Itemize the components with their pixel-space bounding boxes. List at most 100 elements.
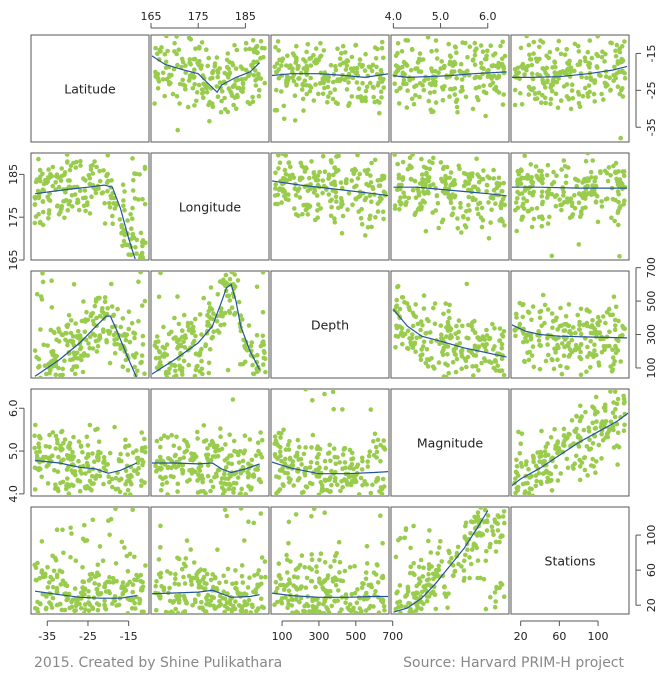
data-point <box>299 87 305 92</box>
data-point <box>565 435 570 441</box>
data-point <box>258 76 264 81</box>
data-point <box>103 313 108 319</box>
data-point <box>79 471 84 476</box>
data-point <box>484 548 489 554</box>
data-point <box>233 106 239 111</box>
data-point <box>340 407 345 412</box>
data-point <box>197 58 202 64</box>
data-point <box>619 44 625 49</box>
data-point <box>46 211 52 216</box>
data-point <box>80 579 85 584</box>
data-point <box>195 363 200 369</box>
data-point <box>430 182 436 187</box>
data-point <box>559 167 564 172</box>
data-point <box>239 77 245 82</box>
data-point <box>573 330 578 336</box>
data-point <box>585 49 591 55</box>
data-point <box>539 194 545 199</box>
data-point <box>139 353 145 358</box>
data-point <box>44 464 49 469</box>
data-point <box>604 309 610 315</box>
data-point <box>581 455 587 461</box>
data-point <box>136 279 141 285</box>
panel-frame <box>30 34 150 143</box>
data-point <box>47 600 52 605</box>
data-point <box>174 93 180 99</box>
data-point <box>82 188 88 193</box>
data-point <box>464 281 470 287</box>
data-point <box>537 315 543 321</box>
data-point <box>219 306 224 311</box>
data-point <box>529 473 534 479</box>
data-point <box>359 467 365 472</box>
data-point <box>98 591 104 596</box>
data-point <box>219 446 225 452</box>
data-point <box>92 303 98 309</box>
data-point <box>527 190 532 196</box>
data-point <box>304 83 309 88</box>
data-point <box>363 195 369 201</box>
data-point <box>291 574 297 579</box>
data-point <box>215 448 221 453</box>
data-point <box>32 445 37 451</box>
panel-frame <box>510 270 630 379</box>
data-point <box>56 488 61 494</box>
data-point <box>237 603 242 608</box>
data-point <box>365 167 371 173</box>
data-point <box>515 487 520 493</box>
data-point <box>518 45 524 51</box>
data-point <box>226 66 231 71</box>
data-point <box>181 358 187 364</box>
data-point <box>444 334 449 339</box>
data-point <box>336 205 341 211</box>
data-point <box>448 200 454 205</box>
data-point <box>392 307 398 313</box>
data-point <box>362 68 368 73</box>
data-point <box>239 573 245 579</box>
data-point <box>65 208 71 213</box>
smoother-line <box>34 315 138 377</box>
data-point <box>422 200 428 205</box>
data-point <box>317 557 322 563</box>
data-point <box>199 332 204 337</box>
data-point <box>54 585 60 591</box>
data-point <box>499 342 505 347</box>
data-point <box>372 45 378 50</box>
data-point <box>585 323 590 329</box>
data-point <box>179 467 185 473</box>
data-point <box>428 339 434 345</box>
smoother-line <box>152 283 261 375</box>
data-point <box>382 608 387 613</box>
data-point <box>94 315 99 321</box>
data-point <box>313 584 318 590</box>
data-point <box>340 43 346 49</box>
data-point <box>345 207 350 212</box>
data-point <box>258 479 264 485</box>
data-point <box>545 162 551 168</box>
data-point <box>397 186 403 192</box>
data-point <box>409 96 415 102</box>
data-point <box>130 450 136 455</box>
data-point <box>447 302 452 308</box>
data-point <box>364 181 369 187</box>
data-point <box>183 86 188 92</box>
data-point <box>497 368 503 374</box>
data-point <box>412 572 417 577</box>
data-point <box>530 344 536 349</box>
data-point <box>50 430 56 435</box>
data-point <box>476 179 482 185</box>
data-point <box>161 324 166 330</box>
data-point <box>172 581 178 586</box>
data-point <box>238 64 244 69</box>
data-point <box>353 43 358 48</box>
data-point <box>619 87 624 93</box>
data-point <box>250 99 256 104</box>
data-point <box>407 609 412 613</box>
data-point <box>421 306 427 311</box>
data-point <box>375 580 381 585</box>
data-point <box>603 435 608 440</box>
data-point <box>615 462 620 467</box>
data-point <box>471 373 476 377</box>
data-point <box>363 576 369 582</box>
data-point <box>590 456 595 462</box>
